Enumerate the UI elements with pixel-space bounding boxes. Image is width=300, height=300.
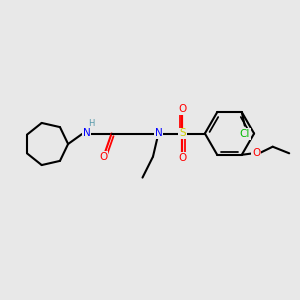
Text: O: O xyxy=(99,152,108,162)
Text: H: H xyxy=(88,118,95,127)
Text: N: N xyxy=(82,128,90,139)
Text: S: S xyxy=(179,128,186,139)
Text: Cl: Cl xyxy=(240,129,250,139)
Text: N: N xyxy=(154,128,162,139)
Text: O: O xyxy=(252,148,260,158)
Text: O: O xyxy=(178,104,187,114)
Text: O: O xyxy=(178,153,187,163)
